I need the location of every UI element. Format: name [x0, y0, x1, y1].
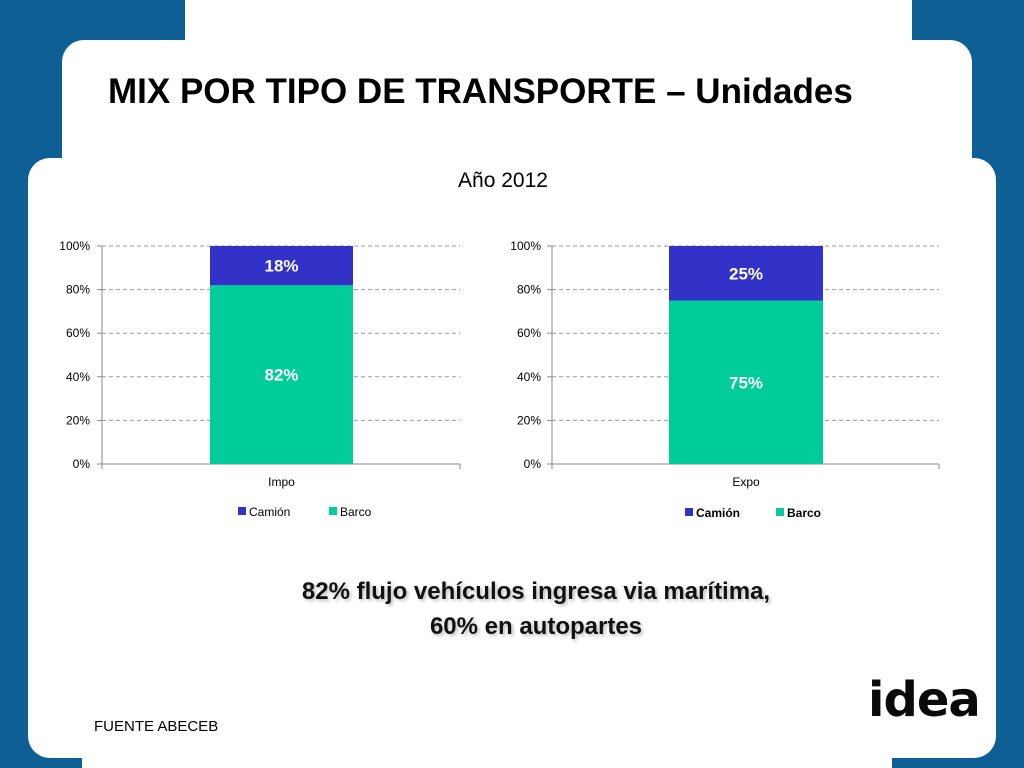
note-line-2: 60% en autopartes: [429, 613, 643, 640]
idea-logo: idea: [868, 672, 981, 728]
slide-title: MIX POR TIPO DE TRANSPORTE – Unidades: [108, 72, 853, 111]
slide-panel-main: [28, 158, 996, 758]
source-label: FUENTE ABECEB: [94, 718, 219, 735]
background-strip-right: [912, 0, 1024, 40]
note-line-1: 82% flujo vehículos ingresa via marítima…: [301, 578, 771, 605]
background-strip-left: [0, 0, 185, 40]
slide-subtitle: Año 2012: [458, 169, 548, 192]
slide-panel-bottom: [82, 700, 892, 768]
background-strip-top: [185, 0, 912, 40]
